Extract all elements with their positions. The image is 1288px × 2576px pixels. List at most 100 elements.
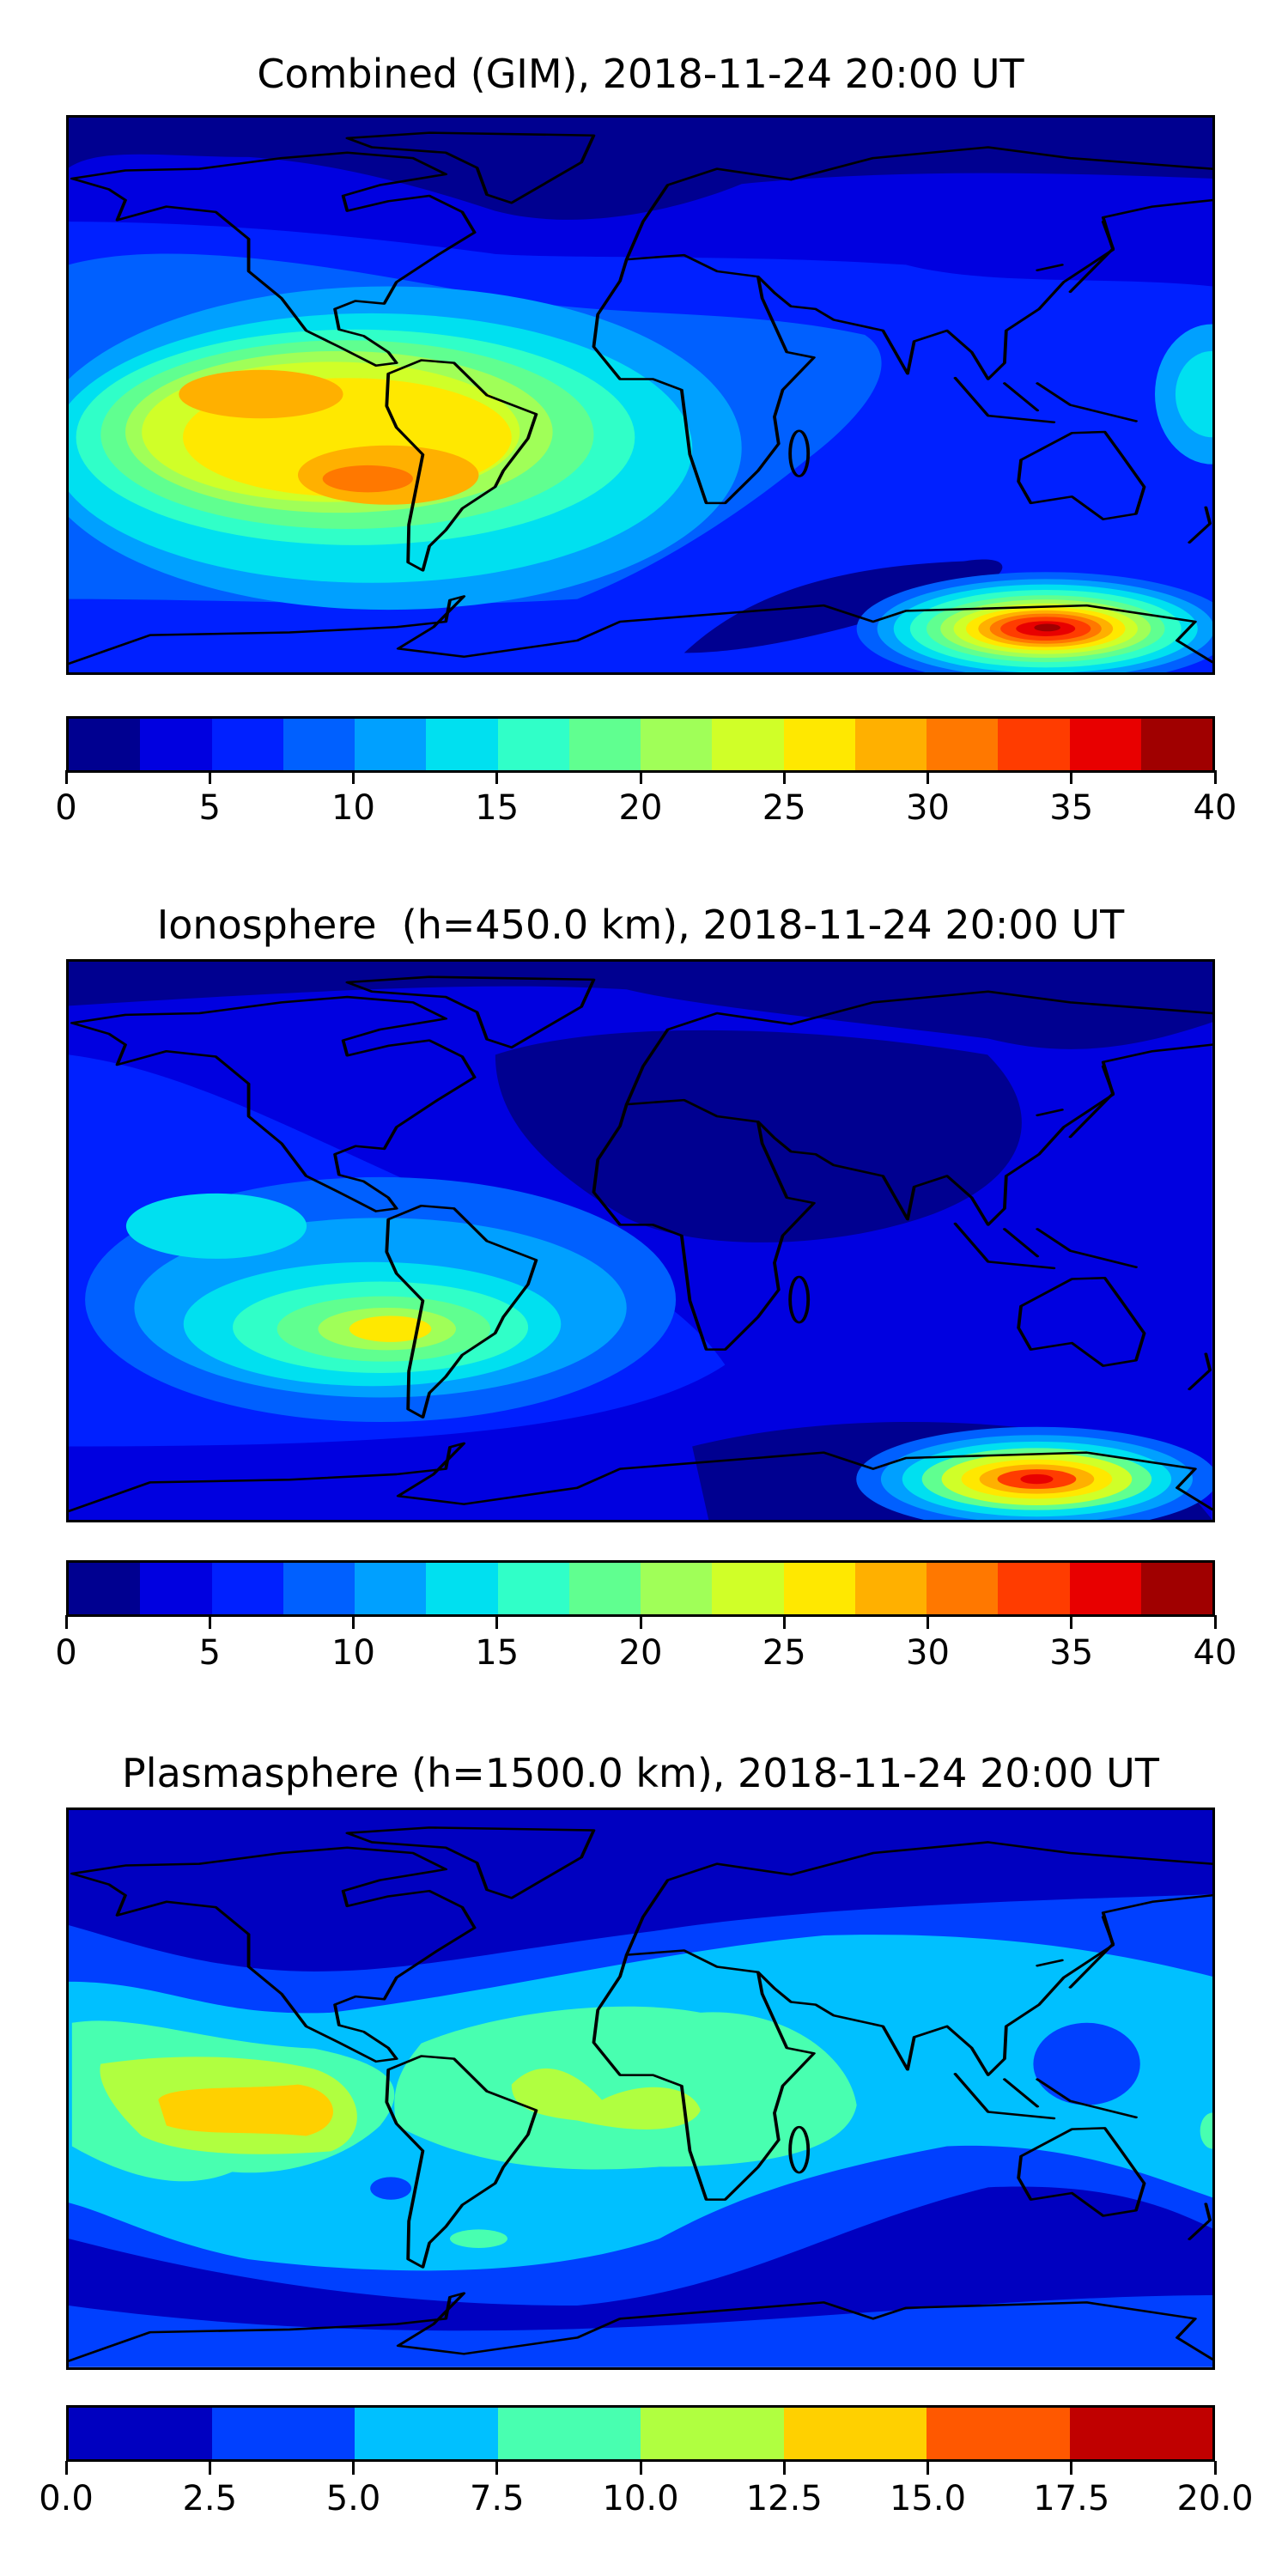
colorbar-tick-label: 25: [762, 1633, 806, 1673]
colorbar-segment: [140, 719, 212, 770]
colorbar-segment: [1069, 719, 1141, 770]
colorbar-tick-label: 5.0: [325, 2479, 381, 2518]
colorbar-segment: [712, 719, 784, 770]
colorbar-segment: [568, 1563, 641, 1614]
colorbar-tick: [352, 1615, 355, 1629]
colorbar-segment: [211, 719, 283, 770]
panel-2-title: Ionosphere (h=450.0 km), 2018-11-24 20:0…: [156, 902, 1125, 948]
field-level: [158, 2084, 333, 2136]
colorbar-tick-label: 5: [198, 1633, 221, 1673]
colorbar-tick: [639, 1615, 642, 1629]
colorbar-tick: [1213, 1615, 1217, 1629]
colorbar-segment: [69, 719, 141, 770]
colorbar-tick: [927, 1615, 929, 1629]
colorbar-tick: [208, 770, 211, 784]
colorbar-tick-label: 0: [55, 1633, 77, 1673]
field-level: [125, 1193, 307, 1259]
colorbar-tick-label: 15: [475, 788, 519, 828]
panel-1-colorbar: [66, 716, 1215, 773]
colorbar-segment: [1140, 1563, 1212, 1614]
colorbar-tick-label: 0: [55, 788, 77, 828]
field-level: [683, 559, 1003, 653]
colorbar-tick: [1070, 2461, 1073, 2475]
panel-1-colorbar-ticks: 0 5 10 15 20 25 30 35 40: [55, 770, 1236, 839]
colorbar-segment: [211, 2408, 355, 2459]
field-level: [1033, 2022, 1140, 2105]
colorbar-segment: [426, 719, 498, 770]
colorbar-segment: [927, 719, 999, 770]
field-level: [511, 2068, 701, 2129]
colorbar-tick: [782, 770, 786, 784]
field-level: [179, 369, 343, 419]
colorbar-tick-label: 5: [198, 788, 221, 828]
colorbar-segment: [783, 719, 855, 770]
colorbar-segment: [641, 719, 713, 770]
colorbar-tick: [1070, 770, 1073, 784]
field-level: [69, 118, 1212, 220]
colorbar-segment: [426, 1563, 498, 1614]
colorbar-segment: [927, 1563, 999, 1614]
panel-3-title: Plasmasphere (h=1500.0 km), 2018-11-24 2…: [122, 1750, 1159, 1796]
field-level: [1175, 350, 1212, 438]
colorbar-tick: [782, 1615, 786, 1629]
colorbar-segment: [497, 719, 569, 770]
colorbar-tick-label: 20: [618, 1633, 663, 1673]
colorbar-tick-label: 25: [762, 788, 806, 828]
colorbar-tick-label: 10.0: [602, 2479, 679, 2518]
colorbar-tick: [495, 1615, 499, 1629]
field-level: [69, 1810, 1212, 1971]
colorbar-tick: [64, 2461, 68, 2475]
colorbar-segment: [1069, 1563, 1141, 1614]
field-level: [69, 2186, 1212, 2331]
field-level: [349, 1315, 432, 1342]
colorbar-segment: [497, 1563, 569, 1614]
colorbar-tick: [639, 770, 642, 784]
colorbar-tick: [64, 770, 68, 784]
colorbar-segment: [355, 719, 427, 770]
colorbar-tick-label: 7.5: [469, 2479, 525, 2518]
panel-1-title: Combined (GIM), 2018-11-24 20:00 UT: [257, 51, 1024, 97]
colorbar-tick-label: 10: [331, 788, 375, 828]
colorbar-segment: [1140, 719, 1212, 770]
colorbar-tick: [495, 770, 499, 784]
colorbar-tick: [782, 2461, 786, 2475]
field-level: [69, 962, 1212, 1049]
colorbar-segment: [355, 2408, 498, 2459]
colorbar-tick-label: 35: [1049, 788, 1094, 828]
colorbar-segment: [712, 1563, 784, 1614]
colorbar-tick: [927, 770, 929, 784]
colorbar-tick-label: 10: [331, 1633, 375, 1673]
colorbar-tick: [927, 2461, 929, 2475]
colorbar-segment: [69, 1563, 141, 1614]
colorbar-tick-label: 15.0: [889, 2479, 967, 2518]
colorbar-tick: [352, 2461, 355, 2475]
colorbar-tick: [352, 770, 355, 784]
colorbar-segment: [69, 2408, 212, 2459]
colorbar-tick-label: 15: [475, 1633, 519, 1673]
colorbar-segment: [641, 2408, 784, 2459]
colorbar-tick-label: 30: [906, 1633, 950, 1673]
colorbar-tick-label: 2.5: [182, 2479, 238, 2518]
panel-2-colorbar-ticks: 0 5 10 15 20 25 30 35 40: [55, 1615, 1236, 1684]
field-level: [370, 2177, 412, 2200]
colorbar-tick-label: 20: [618, 788, 663, 828]
colorbar-tick: [1213, 770, 1217, 784]
colorbar-tick: [208, 1615, 211, 1629]
field-level: [1200, 2112, 1212, 2149]
colorbar-segment: [927, 2408, 1070, 2459]
colorbar-tick: [208, 2461, 211, 2475]
colorbar-segment: [783, 1563, 855, 1614]
colorbar-segment: [854, 719, 927, 770]
colorbar-tick-label: 35: [1049, 1633, 1094, 1673]
colorbar-segment: [998, 1563, 1070, 1614]
colorbar-tick-label: 40: [1193, 788, 1237, 828]
colorbar-tick: [639, 2461, 642, 2475]
field-level: [450, 2229, 507, 2248]
colorbar-segment: [283, 1563, 355, 1614]
colorbar-tick-label: 0.0: [39, 2479, 94, 2518]
panel-2-colorbar: [66, 1560, 1215, 1617]
colorbar-segment: [568, 719, 641, 770]
panel-3-colorbar-ticks: 0.0 2.5 5.0 7.5 10.0 12.5 15.0 17.5 20.0: [39, 2461, 1254, 2530]
colorbar-tick-label: 40: [1193, 1633, 1237, 1673]
colorbar-segment: [140, 1563, 212, 1614]
